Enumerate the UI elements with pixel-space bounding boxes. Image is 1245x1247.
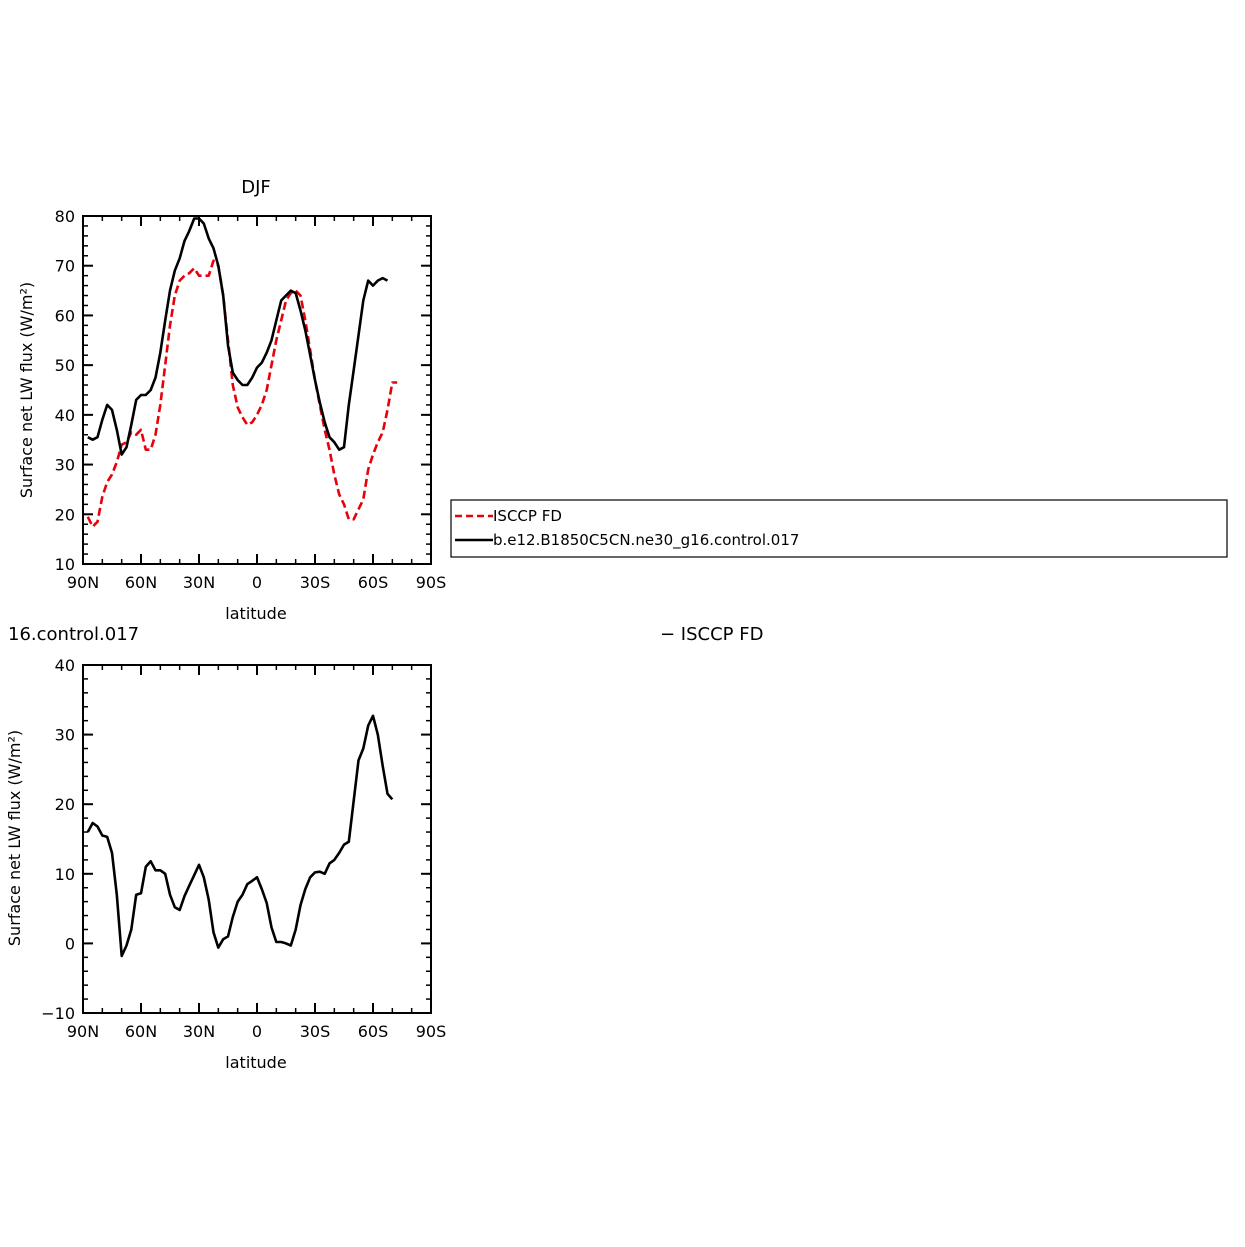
legend-label-isccp: ISCCP FD <box>493 507 562 525</box>
plot-frame <box>82 215 432 565</box>
x-tick-label: 30N <box>183 573 215 592</box>
panel-title-left: 16.control.017 <box>8 624 139 645</box>
y-tick-label: −10 <box>41 1004 75 1023</box>
y-tick-label: 20 <box>55 505 75 524</box>
y-tick-label: 40 <box>55 406 75 425</box>
panel-title-right: − ISCCP FD <box>660 624 763 645</box>
y-tick-label: 70 <box>55 257 75 276</box>
plot-area: 90N 60N 30N 0 30S 60S 90S 10 20 30 40 50 60 70 80 <box>55 207 447 592</box>
bottom-panel-difference: 16.control.017 − ISCCP FD latitude Surfa… <box>5 624 763 1072</box>
x-tick-label: 0 <box>252 573 262 592</box>
series-line-1 <box>87 217 389 456</box>
y-axis-label: Surface net LW flux (W/m²) <box>5 730 24 946</box>
x-tick-label: 90N <box>67 1022 99 1041</box>
x-tick-label: 30S <box>300 1022 331 1041</box>
series-line-0 <box>86 259 398 529</box>
x-tick-label: 90N <box>67 573 99 592</box>
x-tick-label: 30S <box>300 573 331 592</box>
plot-frame <box>82 664 432 1014</box>
x-axis-label: latitude <box>225 604 286 623</box>
y-tick-label: 0 <box>65 934 75 953</box>
x-tick-label: 60N <box>125 573 157 592</box>
x-tick-label: 0 <box>252 1022 262 1041</box>
y-tick-label: 80 <box>55 207 75 226</box>
legend: ISCCP FD b.e12.B1850C5CN.ne30_g16.contro… <box>450 499 1228 558</box>
plot-area: 90N 60N 30N 0 30S 60S 90S −10 0 10 20 30 40 <box>41 656 446 1041</box>
y-axis-label: Surface net LW flux (W/m²) <box>17 282 36 498</box>
panel-title: DJF <box>241 177 271 198</box>
y-tick-label: 60 <box>55 306 75 325</box>
legend-box <box>450 499 1228 558</box>
x-tick-label: 30N <box>183 1022 215 1041</box>
legend-label-model: b.e12.B1850C5CN.ne30_g16.control.017 <box>493 531 799 550</box>
y-tick-label: 30 <box>55 456 75 475</box>
y-tick-label: 20 <box>55 795 75 814</box>
y-tick-label: 30 <box>55 726 75 745</box>
y-tick-label: 50 <box>55 356 75 375</box>
x-tick-label: 90S <box>416 1022 447 1041</box>
y-tick-label: 10 <box>55 865 75 884</box>
series-line-0 <box>86 714 394 958</box>
x-tick-label: 60S <box>358 1022 389 1041</box>
top-panel-djf: DJF latitude Surface net LW flux (W/m²) … <box>17 177 446 623</box>
x-tick-label: 90S <box>416 573 447 592</box>
x-tick-label: 60N <box>125 1022 157 1041</box>
y-tick-label: 10 <box>55 555 75 574</box>
x-tick-label: 60S <box>358 573 389 592</box>
x-axis-label: latitude <box>225 1053 286 1072</box>
y-tick-label: 40 <box>55 656 75 675</box>
